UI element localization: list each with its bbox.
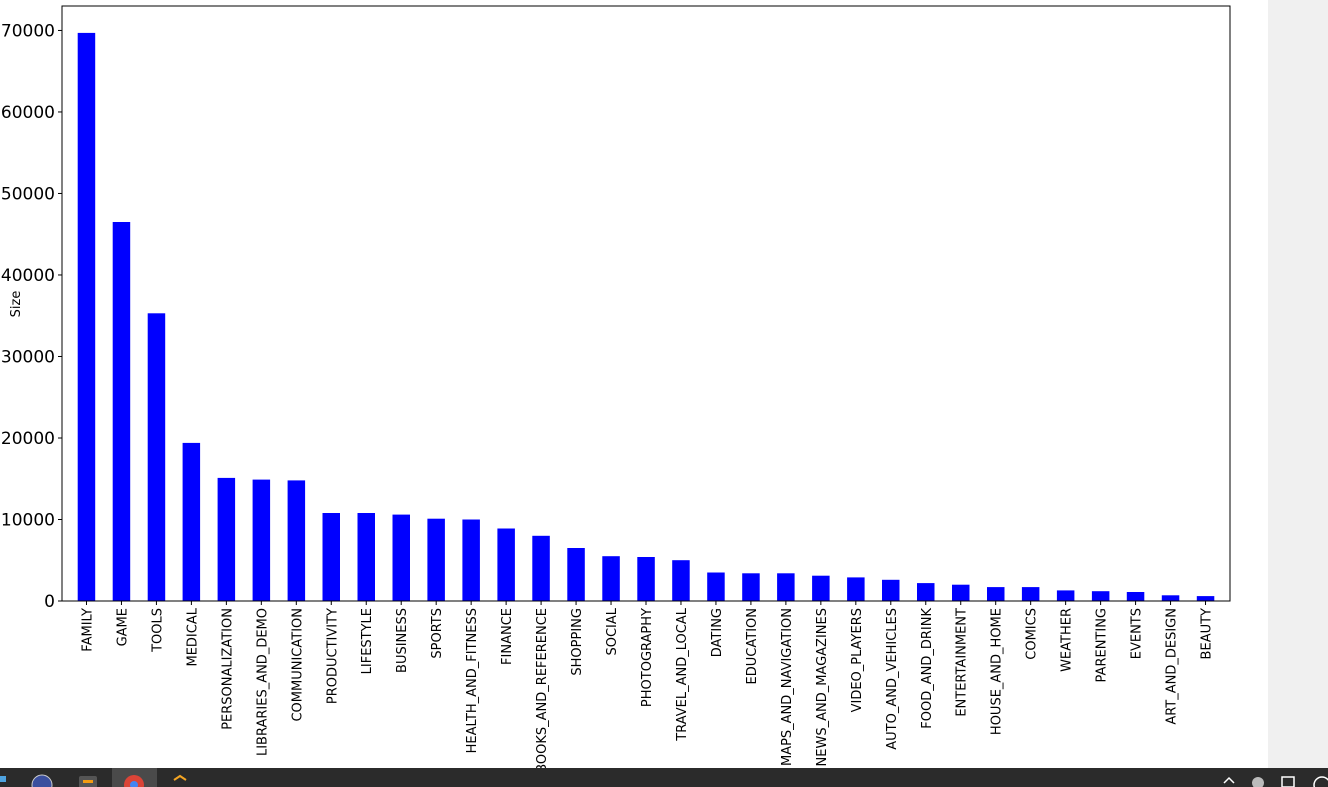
bar-entertainment (952, 584, 970, 601)
x-tick-label: SOCIAL (605, 607, 620, 655)
bar-art-and-design (1161, 595, 1180, 601)
bar-game (112, 222, 131, 601)
bar-news-and-magazines (812, 575, 830, 601)
x-tick-label: TOOLS (150, 608, 165, 653)
taskbar (0, 768, 1328, 787)
bar-sports (427, 518, 445, 601)
tray-speaker-icon[interactable] (1250, 774, 1266, 787)
x-tick-label: LIBRARIES_AND_DEMO (255, 608, 270, 756)
x-tick-label: GAME (115, 608, 130, 646)
window-right-strip (1268, 0, 1328, 768)
plot-frame (61, 5, 1231, 602)
bar-finance (497, 528, 515, 601)
bar-weather (1056, 590, 1075, 601)
sublime-text-icon[interactable] (77, 774, 101, 787)
x-tick-label: PRODUCTIVITY (325, 608, 340, 704)
bar-house-and-home (987, 587, 1005, 601)
x-tick-label: MEDICAL (185, 607, 200, 666)
y-tick-label: 10000 (1, 510, 55, 530)
bar-business (392, 514, 410, 601)
x-tick-label: FOOD_AND_DRINK (920, 608, 935, 729)
bar-comics (1021, 587, 1040, 601)
tray-clock-icon[interactable] (1310, 774, 1328, 787)
bars-group (77, 32, 1215, 601)
y-tick-label: 50000 (1, 184, 55, 204)
bar-photography (637, 557, 655, 601)
x-tick-label: PHOTOGRAPHY (640, 608, 655, 707)
x-tick-label: BOOKS_AND_REFERENCE (535, 608, 550, 768)
x-tick-label: AUTO_AND_VEHICLES (885, 608, 900, 750)
y-axis-label: Size (9, 291, 24, 318)
x-tick-label: TRAVEL_AND_LOCAL (675, 607, 690, 741)
windows-icon[interactable] (0, 774, 8, 787)
bar-video-players (847, 577, 865, 601)
y-tick-label: 0 (44, 592, 55, 612)
bar-communication (287, 480, 306, 601)
x-tick-label: COMICS (1025, 608, 1040, 660)
tray-chevron-icon[interactable] (1222, 774, 1236, 787)
x-tick-label: VIDEO_PLAYERS (850, 608, 865, 712)
python-icon[interactable] (170, 774, 194, 787)
bar-personalization (217, 477, 236, 601)
x-tick-label: ART_AND_DESIGN (1165, 608, 1180, 725)
x-tick-label: FINANCE (500, 608, 515, 665)
y-tick-label: 60000 (1, 103, 55, 123)
x-tick-label: ENTERTAINMENT (955, 608, 970, 717)
bar-chart: 0 10000 20000 30000 40000 50000 60000 70000 FAM… (1, 5, 1231, 768)
bar-travel-and-local (672, 560, 690, 601)
bar-food-and-drink (917, 583, 935, 601)
chrome-icon[interactable] (123, 774, 147, 787)
x-tick-label: EVENTS (1130, 608, 1145, 659)
x-tick-label: WEATHER (1060, 608, 1075, 672)
y-tick-label: 40000 (1, 266, 55, 286)
x-tick-label: LIFESTYLE (360, 608, 375, 674)
bar-health-and-fitness (462, 519, 480, 601)
x-tick-label: HOUSE_AND_HOME (990, 608, 1005, 735)
x-tick-label: MAPS_AND_NAVIGATION (780, 608, 795, 766)
x-tick-label: COMMUNICATION (290, 608, 305, 722)
bar-lifestyle (357, 513, 375, 601)
x-tick-label: BEAUTY (1200, 608, 1215, 659)
bar-books-and-reference (532, 535, 550, 601)
x-tick-label: PARENTING (1095, 608, 1110, 682)
x-tick-label: BUSINESS (395, 608, 410, 673)
bar-parenting (1091, 591, 1110, 601)
y-tick-label: 30000 (1, 347, 55, 367)
bar-libraries-and-demo (252, 479, 271, 601)
x-tick-label: DATING (710, 608, 725, 657)
bar-shopping (567, 548, 585, 601)
y-tick-label: 20000 (1, 429, 55, 449)
x-axis: FAMILY GAME TOOLS MEDICAL PERSONALIZATION LIB… (80, 601, 1215, 768)
bar-education (742, 573, 760, 601)
bar-family (77, 32, 96, 601)
x-tick-label: PERSONALIZATION (220, 608, 235, 730)
y-tick-label: 70000 (1, 21, 55, 41)
x-tick-label: SPORTS (430, 608, 445, 659)
bar-beauty (1196, 596, 1215, 601)
x-tick-label: SHOPPING (570, 608, 585, 676)
x-tick-label: EDUCATION (745, 608, 760, 684)
bar-events (1126, 592, 1145, 601)
bar-maps-and-navigation (777, 573, 795, 601)
bar-social (602, 556, 620, 601)
x-tick-label: NEWS_AND_MAGAZINES (815, 608, 830, 766)
file-explorer-icon[interactable] (31, 774, 55, 787)
x-tick-label: FAMILY (80, 608, 95, 652)
x-tick-label: HEALTH_AND_FITNESS (465, 608, 480, 753)
y-axis: 0 10000 20000 30000 40000 50000 60000 70000 (1, 21, 62, 612)
tray-network-icon[interactable] (1280, 774, 1296, 787)
bar-productivity (322, 513, 340, 601)
bar-auto-and-vehicles (882, 579, 900, 601)
bar-medical (182, 442, 201, 601)
bar-tools (147, 313, 166, 601)
bar-dating (707, 572, 725, 601)
